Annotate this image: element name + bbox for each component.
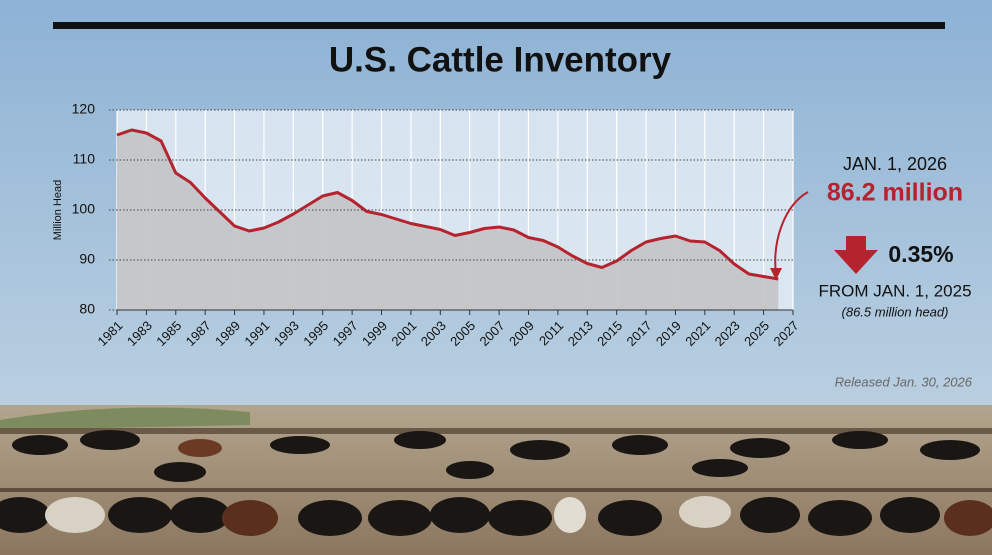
annotation-previous: (86.5 million head) [842, 304, 949, 319]
herd [0, 428, 992, 536]
y-tick-label: 100 [72, 201, 96, 217]
annotation-date: JAN. 1, 2026 [843, 154, 947, 174]
down-arrow [834, 236, 878, 274]
area [117, 130, 779, 310]
y-tick-label: 120 [72, 101, 96, 117]
y-tick-label: 110 [73, 151, 96, 167]
chart-title: U.S. Cattle Inventory [329, 40, 672, 79]
annotation-value: 86.2 million [827, 179, 963, 207]
line [116, 128, 779, 281]
y-tick-label: 80 [79, 301, 95, 317]
field [0, 407, 250, 430]
callout-arrow [774, 191, 809, 275]
callout-arrowhead [770, 268, 782, 280]
y-axis-label: Million Head [52, 180, 64, 241]
release-note: Released Jan. 30, 2026 [835, 374, 973, 389]
top-rule [53, 22, 945, 29]
annotation-change: 0.35% [888, 241, 953, 267]
y-tick-label: 90 [79, 251, 95, 267]
annotation-from: FROM JAN. 1, 2025 [818, 281, 971, 300]
